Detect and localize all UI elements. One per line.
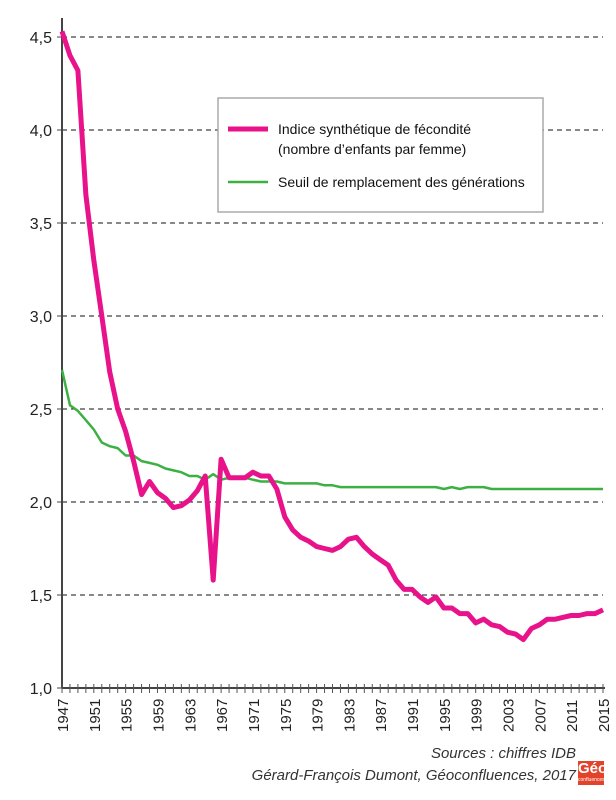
x-tick-label: 1991 <box>405 699 422 732</box>
x-tick-label: 2011 <box>564 700 581 732</box>
x-tick-label: 1955 <box>119 699 136 732</box>
x-tick-label: 2015 <box>596 699 613 732</box>
y-tick-label: 4,0 <box>30 123 52 140</box>
x-tick-label: 1967 <box>214 699 231 732</box>
x-tick-label: 2003 <box>501 699 518 732</box>
x-tick-label: 1975 <box>278 699 295 732</box>
replacement-threshold-line <box>60 369 603 491</box>
x-tick-label: 2007 <box>532 699 549 732</box>
x-tick-label: 1983 <box>341 699 358 732</box>
x-tick-label: 1963 <box>182 699 199 732</box>
legend: Indice synthétique de fécondité (nombre d… <box>217 97 544 213</box>
x-tick-label: 1947 <box>55 699 72 732</box>
geoconfluences-logo: Géo confluences <box>578 761 604 785</box>
y-tick-label: 1,5 <box>30 588 52 605</box>
x-tick-label: 1979 <box>310 699 327 732</box>
fertility-rate-line <box>59 30 605 643</box>
legend-box <box>217 97 544 213</box>
legend-label-fertility: Indice synthétique de fécondité <box>278 121 471 137</box>
y-tick-label: 1,0 <box>30 681 52 698</box>
y-tick-label: 4,5 <box>30 30 52 47</box>
legend-label-fertility-sub: (nombre d’enfants par femme) <box>278 141 466 157</box>
y-tick-label: 3,5 <box>30 216 52 233</box>
x-tick-label: 1971 <box>246 699 263 732</box>
sources-text: Sources : chiffres IDB <box>430 745 576 762</box>
x-tick-label: 1999 <box>469 699 486 732</box>
legend-label-replacement: Seuil de remplacement des générations <box>278 174 525 190</box>
fertility-chart: 1,0 1,5 2,0 2,5 3,0 3,5 4,0 4,5 1947 1951 1955 1959… <box>30 18 613 732</box>
y-tick-label: 3,0 <box>30 309 52 326</box>
x-tick-label: 1951 <box>87 699 104 732</box>
x-tick-label: 1987 <box>373 699 390 732</box>
credit-text: Gérard-François Dumont, Géoconfluences, … <box>251 767 576 784</box>
y-tick-label: 2,5 <box>30 402 52 419</box>
x-tick-label: 1959 <box>150 699 167 732</box>
y-tick-label: 2,0 <box>30 495 52 512</box>
x-tick-label: 1995 <box>437 699 454 732</box>
